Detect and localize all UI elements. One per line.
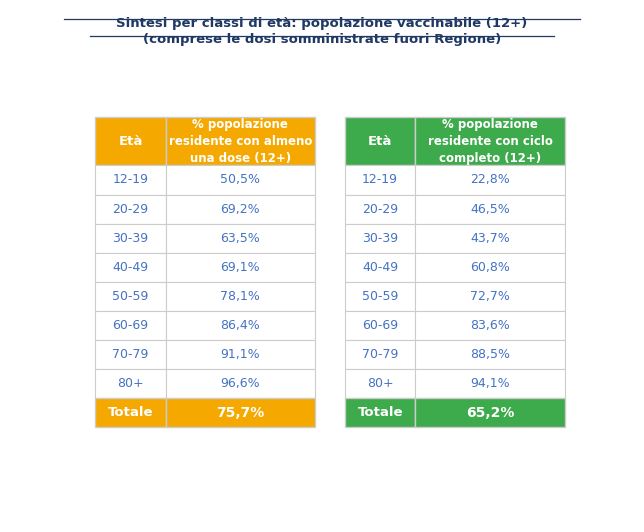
Bar	[95, 117, 166, 165]
Text: 40-49: 40-49	[362, 261, 398, 274]
Bar	[166, 195, 315, 223]
Bar	[415, 253, 565, 282]
Text: Sintesi per classi di età: popolazione vaccinabile (12+): Sintesi per classi di età: popolazione v…	[117, 17, 527, 30]
Bar	[166, 282, 315, 311]
Bar	[166, 398, 315, 427]
Bar	[166, 253, 315, 282]
Bar	[345, 282, 415, 311]
Text: 70-79: 70-79	[113, 348, 149, 361]
Text: 30-39: 30-39	[113, 231, 149, 245]
Text: 88,5%: 88,5%	[470, 348, 510, 361]
Bar	[345, 311, 415, 340]
Bar	[95, 340, 166, 369]
Text: 96,6%: 96,6%	[221, 377, 260, 390]
Bar	[95, 369, 166, 398]
Text: 43,7%: 43,7%	[470, 231, 510, 245]
Bar	[95, 253, 166, 282]
Bar	[415, 223, 565, 253]
Text: 72,7%: 72,7%	[470, 290, 510, 303]
Bar	[95, 311, 166, 340]
Text: 83,6%: 83,6%	[470, 319, 510, 332]
Text: 22,8%: 22,8%	[470, 173, 510, 187]
Text: 30-39: 30-39	[362, 231, 398, 245]
Bar	[95, 282, 166, 311]
Bar	[95, 165, 166, 195]
Bar	[415, 398, 565, 427]
Text: 20-29: 20-29	[113, 203, 149, 215]
Text: 70-79: 70-79	[362, 348, 399, 361]
Text: 75,7%: 75,7%	[216, 405, 265, 420]
Text: 80+: 80+	[117, 377, 144, 390]
Bar	[95, 398, 166, 427]
Text: Totale: Totale	[108, 406, 153, 419]
Text: 40-49: 40-49	[113, 261, 149, 274]
Bar	[166, 340, 315, 369]
Bar	[95, 223, 166, 253]
Bar	[95, 195, 166, 223]
Text: 60-69: 60-69	[113, 319, 149, 332]
Bar	[345, 253, 415, 282]
Bar	[166, 223, 315, 253]
Text: 20-29: 20-29	[362, 203, 398, 215]
Bar	[345, 195, 415, 223]
Bar	[345, 340, 415, 369]
Text: Totale: Totale	[357, 406, 403, 419]
Text: 50,5%: 50,5%	[220, 173, 260, 187]
Bar	[345, 117, 415, 165]
Text: 78,1%: 78,1%	[220, 290, 260, 303]
Bar	[345, 398, 415, 427]
Text: Età: Età	[118, 135, 143, 148]
Bar	[415, 195, 565, 223]
Bar	[345, 165, 415, 195]
Text: 94,1%: 94,1%	[470, 377, 510, 390]
Text: 80+: 80+	[367, 377, 393, 390]
Text: 91,1%: 91,1%	[221, 348, 260, 361]
Text: Età: Età	[368, 135, 392, 148]
Text: % popolazione
residente con almeno
una dose (12+): % popolazione residente con almeno una d…	[169, 118, 312, 165]
Text: 12-19: 12-19	[362, 173, 398, 187]
Bar	[415, 340, 565, 369]
Text: 60-69: 60-69	[362, 319, 398, 332]
Text: % popolazione
residente con ciclo
completo (12+): % popolazione residente con ciclo comple…	[428, 118, 553, 165]
Bar	[415, 369, 565, 398]
Bar	[415, 282, 565, 311]
Text: 69,1%: 69,1%	[221, 261, 260, 274]
Bar	[415, 311, 565, 340]
Text: 60,8%: 60,8%	[470, 261, 510, 274]
Bar	[415, 117, 565, 165]
Text: 65,2%: 65,2%	[466, 405, 514, 420]
Bar	[166, 311, 315, 340]
Bar	[166, 117, 315, 165]
Text: 63,5%: 63,5%	[220, 231, 260, 245]
Bar	[166, 369, 315, 398]
Text: 69,2%: 69,2%	[221, 203, 260, 215]
Text: 50-59: 50-59	[362, 290, 399, 303]
Bar	[345, 223, 415, 253]
Bar	[345, 369, 415, 398]
Text: 86,4%: 86,4%	[220, 319, 260, 332]
Bar	[415, 165, 565, 195]
Bar	[166, 165, 315, 195]
Text: 12-19: 12-19	[113, 173, 149, 187]
Text: 46,5%: 46,5%	[470, 203, 510, 215]
Text: 50-59: 50-59	[113, 290, 149, 303]
Text: (comprese le dosi somministrate fuori Regione): (comprese le dosi somministrate fuori Re…	[143, 33, 501, 46]
